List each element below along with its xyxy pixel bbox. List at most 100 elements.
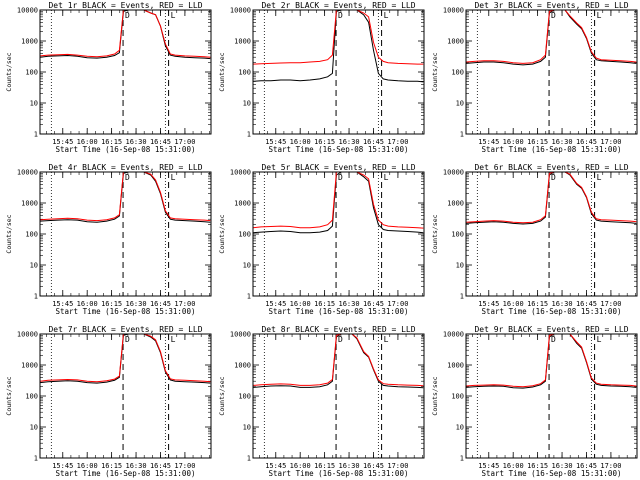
y-tick-label: 100 bbox=[238, 69, 251, 77]
y-tick-label: 10 bbox=[243, 424, 251, 432]
x-tick-label: 16:15 bbox=[101, 138, 122, 146]
x-tick-label: 16:45 bbox=[363, 300, 384, 308]
y-tick-label: 1 bbox=[247, 131, 251, 139]
y-axis-label: Counts/sec bbox=[218, 376, 226, 415]
y-tick-label: 100 bbox=[25, 231, 38, 239]
plot-frame bbox=[252, 171, 425, 297]
chart-title: Det 9r BLACK = Events, RED = LLD bbox=[474, 325, 628, 334]
chart-panel-5: Det 5r BLACK = Events, RED = LLD Counts/s… bbox=[218, 163, 425, 316]
marker-letter: D bbox=[125, 173, 130, 182]
x-tick-label: 17:00 bbox=[600, 300, 621, 308]
y-axis-label: Counts/sec bbox=[5, 376, 13, 415]
y-tick-label: 1000 bbox=[21, 362, 38, 370]
x-tick-label: 16:30 bbox=[552, 462, 573, 470]
y-tick-label: 10 bbox=[30, 424, 38, 432]
x-axis-label: Start Time (16-Sep-08 15:31:00) bbox=[269, 469, 409, 478]
y-tick-label: 10000 bbox=[230, 169, 251, 177]
x-tick-label: 15:45 bbox=[52, 138, 73, 146]
series-group bbox=[253, 172, 424, 234]
y-tick-label: 10000 bbox=[17, 169, 38, 177]
marker-letter: D bbox=[551, 335, 556, 344]
x-tick-label: 16:00 bbox=[503, 300, 524, 308]
chart-panel-8: Det 8r BLACK = Events, RED = LLD Counts/s… bbox=[218, 325, 425, 478]
y-tick-label: 1000 bbox=[234, 362, 251, 370]
series-group bbox=[466, 172, 637, 225]
chart-panel-4: Det 4r BLACK = Events, RED = LLD Counts/s… bbox=[5, 163, 212, 316]
y-tick-label: 1000 bbox=[21, 38, 38, 46]
chart-title: Det 1r BLACK = Events, RED = LLD bbox=[48, 1, 202, 10]
x-tick-label: 16:30 bbox=[339, 462, 360, 470]
x-tick-label: 16:45 bbox=[363, 462, 384, 470]
y-axis-label: Counts/sec bbox=[218, 214, 226, 253]
series-line-lld bbox=[40, 334, 211, 383]
chart-panel-6: Det 6r BLACK = Events, RED = LLD Counts/s… bbox=[431, 163, 638, 316]
marker-letter: D bbox=[125, 335, 130, 344]
marker-letter: L bbox=[597, 335, 602, 344]
series-line-events bbox=[40, 334, 211, 384]
x-axis-label: Start Time (16-Sep-08 15:31:00) bbox=[269, 307, 409, 316]
y-tick-label: 1 bbox=[460, 293, 464, 301]
y-axis-label: Counts/sec bbox=[5, 214, 13, 253]
series-line-events bbox=[253, 334, 424, 389]
x-tick-label: 16:00 bbox=[290, 462, 311, 470]
y-tick-label: 100 bbox=[25, 69, 38, 77]
y-tick-label: 10000 bbox=[443, 7, 464, 15]
y-tick-label: 10000 bbox=[230, 331, 251, 339]
y-tick-label: 10 bbox=[456, 262, 464, 270]
x-tick-label: 16:30 bbox=[339, 300, 360, 308]
y-axis-label: Counts/sec bbox=[218, 52, 226, 91]
series-line-events bbox=[466, 172, 637, 225]
y-tick-label: 1 bbox=[34, 455, 38, 463]
x-tick-label: 15:45 bbox=[52, 462, 73, 470]
series-line-lld bbox=[40, 10, 211, 58]
x-axis-label: Start Time (16-Sep-08 15:31:00) bbox=[482, 307, 622, 316]
x-tick-label: 17:00 bbox=[387, 300, 408, 308]
plot-frame bbox=[39, 171, 212, 297]
y-tick-label: 10 bbox=[30, 100, 38, 108]
x-axis-label: Start Time (16-Sep-08 15:31:00) bbox=[56, 307, 196, 316]
series-line-lld bbox=[253, 334, 424, 387]
x-tick-label: 17:00 bbox=[600, 138, 621, 146]
x-tick-label: 16:30 bbox=[552, 138, 573, 146]
marker-letter: L bbox=[597, 11, 602, 20]
marker-letter: D bbox=[551, 173, 556, 182]
y-tick-label: 10000 bbox=[443, 169, 464, 177]
chart-panel-2: Det 2r BLACK = Events, RED = LLD Counts/s… bbox=[218, 1, 425, 154]
x-tick-label: 15:45 bbox=[265, 462, 286, 470]
series-group bbox=[40, 334, 211, 384]
x-tick-label: 17:00 bbox=[174, 462, 195, 470]
y-tick-label: 10 bbox=[456, 100, 464, 108]
x-tick-label: 15:45 bbox=[478, 138, 499, 146]
plot-frame bbox=[465, 171, 638, 297]
x-tick-label: 16:30 bbox=[339, 138, 360, 146]
x-tick-label: 16:30 bbox=[126, 300, 147, 308]
x-axis-label: Start Time (16-Sep-08 15:31:00) bbox=[482, 469, 622, 478]
y-tick-label: 1 bbox=[247, 293, 251, 301]
x-tick-label: 15:45 bbox=[265, 138, 286, 146]
y-tick-label: 1 bbox=[247, 455, 251, 463]
x-tick-label: 17:00 bbox=[387, 462, 408, 470]
y-tick-label: 1 bbox=[34, 131, 38, 139]
marker-letter: D bbox=[125, 11, 130, 20]
y-tick-label: 1000 bbox=[234, 200, 251, 208]
x-tick-label: 16:00 bbox=[77, 300, 98, 308]
y-tick-label: 10000 bbox=[230, 7, 251, 15]
x-tick-label: 16:45 bbox=[576, 462, 597, 470]
series-line-events bbox=[466, 10, 637, 66]
series-line-lld bbox=[40, 172, 211, 222]
marker-letter: D bbox=[551, 11, 556, 20]
y-tick-label: 1000 bbox=[21, 200, 38, 208]
x-tick-label: 17:00 bbox=[387, 138, 408, 146]
plot-frame bbox=[465, 9, 638, 135]
y-tick-label: 100 bbox=[25, 393, 38, 401]
y-tick-label: 1 bbox=[460, 455, 464, 463]
y-tick-label: 1000 bbox=[447, 362, 464, 370]
y-tick-label: 100 bbox=[238, 231, 251, 239]
x-tick-label: 16:45 bbox=[576, 138, 597, 146]
x-tick-label: 16:15 bbox=[527, 138, 548, 146]
plot-frame bbox=[39, 9, 212, 135]
marker-letter: D bbox=[338, 335, 343, 344]
series-line-lld bbox=[253, 10, 424, 65]
chart-title: Det 2r BLACK = Events, RED = LLD bbox=[261, 1, 415, 10]
